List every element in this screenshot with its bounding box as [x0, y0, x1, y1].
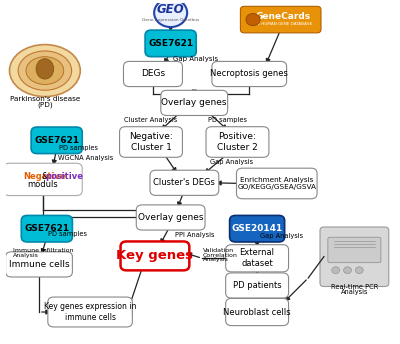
FancyBboxPatch shape [136, 205, 205, 230]
FancyBboxPatch shape [212, 62, 286, 87]
Text: Correlation: Correlation [203, 253, 238, 258]
FancyBboxPatch shape [320, 227, 389, 287]
Circle shape [344, 267, 352, 273]
Text: PD samples: PD samples [48, 232, 87, 237]
FancyBboxPatch shape [145, 30, 196, 57]
Text: GeneCards: GeneCards [255, 12, 310, 21]
Text: Gene Expression Omnibus: Gene Expression Omnibus [142, 18, 199, 22]
FancyBboxPatch shape [21, 215, 72, 242]
FancyBboxPatch shape [236, 168, 317, 199]
Text: Analysis: Analysis [13, 253, 38, 258]
Text: moduls: moduls [28, 180, 58, 189]
Text: Analysis: Analysis [203, 257, 229, 262]
Ellipse shape [18, 51, 72, 90]
Text: Parkinson's disease: Parkinson's disease [10, 96, 80, 102]
Text: Neuroblast cells: Neuroblast cells [223, 308, 291, 316]
Text: Overlay genes: Overlay genes [162, 98, 227, 107]
FancyBboxPatch shape [328, 237, 381, 263]
Text: Overlay genes: Overlay genes [138, 213, 204, 222]
Text: Gap Analysis: Gap Analysis [210, 159, 253, 165]
Text: Immune infiltration: Immune infiltration [13, 248, 73, 253]
Text: Key genes expression in
immune cells: Key genes expression in immune cells [44, 302, 136, 322]
Text: GSE7621: GSE7621 [24, 224, 70, 233]
Text: (PD): (PD) [37, 101, 53, 108]
Text: Key genes: Key genes [116, 249, 194, 262]
FancyBboxPatch shape [31, 127, 82, 153]
Text: Gap Analysis: Gap Analysis [260, 233, 303, 239]
Text: GSE7621: GSE7621 [148, 39, 193, 48]
Circle shape [355, 267, 363, 273]
Text: Cluster's DEGs: Cluster's DEGs [154, 178, 215, 187]
Circle shape [154, 0, 187, 27]
Ellipse shape [10, 45, 80, 97]
Text: PD samples: PD samples [208, 117, 247, 122]
FancyBboxPatch shape [226, 298, 288, 326]
Text: PPI Analysis: PPI Analysis [175, 232, 215, 238]
Ellipse shape [36, 59, 54, 79]
FancyBboxPatch shape [206, 127, 269, 157]
FancyBboxPatch shape [120, 127, 182, 157]
Text: Gap Analysis: Gap Analysis [173, 56, 218, 62]
Ellipse shape [26, 57, 64, 85]
Text: Cluster Analysis: Cluster Analysis [124, 117, 178, 122]
Text: THE HUMAN GENE DATABASE: THE HUMAN GENE DATABASE [252, 22, 313, 26]
FancyBboxPatch shape [120, 241, 189, 270]
Text: Positive:
Cluster 2: Positive: Cluster 2 [217, 132, 258, 152]
Text: Validation: Validation [203, 248, 234, 253]
Text: GSE7621: GSE7621 [34, 136, 79, 145]
Text: GEO: GEO [157, 3, 184, 16]
FancyBboxPatch shape [230, 215, 285, 242]
FancyBboxPatch shape [226, 273, 288, 298]
Circle shape [332, 267, 340, 273]
Text: GSE20141: GSE20141 [232, 224, 283, 233]
Text: External
dataset: External dataset [240, 248, 275, 268]
Text: Analysis: Analysis [341, 289, 368, 294]
Text: positive: positive [46, 172, 84, 181]
Text: PD patients: PD patients [233, 281, 282, 290]
FancyBboxPatch shape [150, 170, 219, 195]
FancyBboxPatch shape [124, 62, 182, 87]
Text: Immune cells: Immune cells [9, 260, 69, 269]
FancyBboxPatch shape [161, 90, 228, 116]
Text: WGCNA Analysis: WGCNA Analysis [58, 155, 114, 161]
FancyBboxPatch shape [226, 245, 288, 272]
Text: Negative: Negative [23, 172, 66, 181]
FancyBboxPatch shape [240, 6, 321, 33]
FancyBboxPatch shape [48, 297, 132, 327]
Text: Negative:
Cluster 1: Negative: Cluster 1 [129, 132, 173, 152]
Text: PD samples: PD samples [59, 145, 98, 151]
Text: Enrichment Analysis
GO/KEGG/GSEA/GSVA: Enrichment Analysis GO/KEGG/GSEA/GSVA [237, 177, 316, 190]
Text: Real-time PCR: Real-time PCR [331, 284, 378, 290]
Text: DEGs: DEGs [141, 69, 165, 78]
FancyBboxPatch shape [4, 163, 82, 195]
Text: &: & [42, 172, 51, 181]
FancyBboxPatch shape [6, 252, 72, 277]
Circle shape [246, 13, 260, 26]
Text: Necroptosis genes: Necroptosis genes [210, 69, 288, 78]
